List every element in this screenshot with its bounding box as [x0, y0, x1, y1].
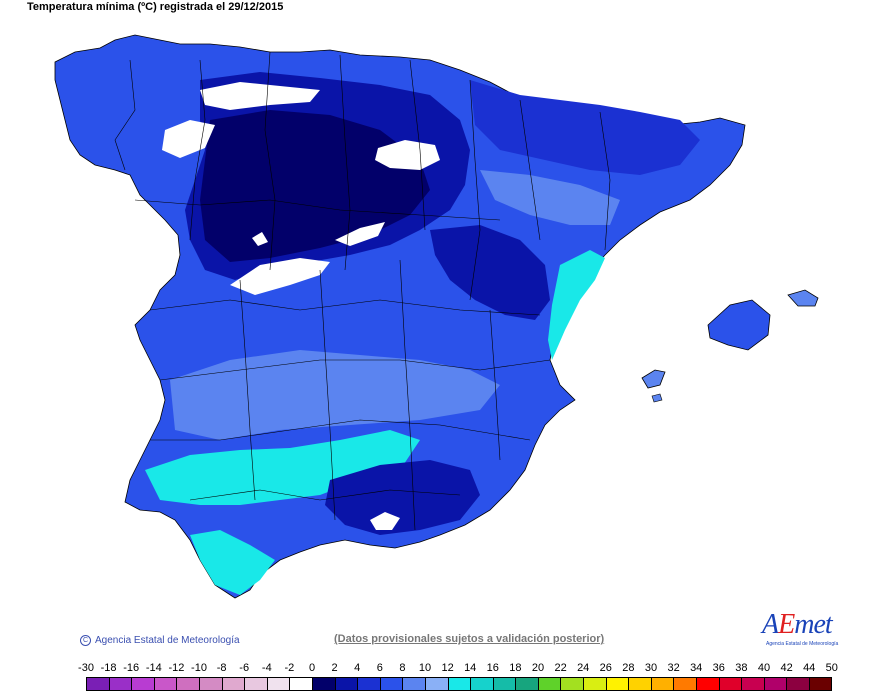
copyright-notice: C Agencia Estatal de Meteorología	[80, 635, 240, 646]
ebro-valley-mild-zone	[480, 170, 620, 225]
legend-tick-label: 28	[622, 662, 635, 674]
copyright-text: Agencia Estatal de Meteorología	[95, 635, 240, 647]
valencia-coast-warm-zone	[548, 250, 605, 360]
ibiza-island	[641, 369, 666, 389]
aemet-logo-subtitle: Agencia Estatal de Meteorología	[766, 641, 839, 647]
legend-tick-label: 30	[644, 662, 658, 674]
legend-tick-labels: -30 -18 -16 -14 -12 -10 -8 -6 -4 -2 0 2 4 6 8 10 12 14 16 1…	[78, 662, 856, 676]
legend-swatch	[176, 677, 199, 691]
cantabrian-snow-patch	[200, 82, 320, 110]
leon-snow-patch	[162, 120, 215, 158]
legend-tick-label: -8	[216, 662, 227, 674]
provisional-data-notice: (Datos provisionales sujetos a validació…	[334, 633, 605, 645]
legend-tick-label: -4	[261, 662, 272, 674]
aemet-logo: AEmet	[762, 609, 833, 640]
legend-tick-label: 36	[712, 662, 725, 674]
menorca-island	[787, 289, 819, 307]
mallorca-island	[707, 299, 771, 351]
legend-swatch	[628, 677, 651, 691]
legend-tick-label: 2	[331, 662, 338, 674]
legend-tick-label: -16	[123, 662, 140, 674]
legend-swatch	[221, 677, 245, 691]
gredos-snow-patch	[252, 232, 268, 246]
legend-swatch	[696, 677, 719, 691]
legend-swatch	[244, 677, 267, 691]
southwest-coast-warm-zone	[190, 530, 275, 595]
legend-color-bar	[86, 677, 832, 691]
legend-tick-label: 40	[757, 662, 771, 674]
legend-swatch	[605, 677, 629, 691]
legend-swatch	[718, 677, 742, 691]
legend-tick-label: -14	[145, 662, 162, 674]
legend-tick-label: 42	[780, 662, 793, 674]
legend-swatch	[650, 677, 674, 691]
legend-swatch	[583, 677, 606, 691]
southern-plateau-mild-zone	[170, 350, 500, 440]
legend-tick-label: 24	[577, 662, 590, 674]
legend-tick-label: 22	[554, 662, 567, 674]
legend-tick-label: 8	[399, 662, 406, 674]
copyright-icon: C	[80, 635, 91, 646]
legend-tick-label: 26	[599, 662, 612, 674]
legend-tick-label: -10	[191, 662, 207, 674]
legend-tick-label: 0	[308, 662, 316, 674]
sistema-central-snow-patch	[230, 258, 330, 295]
legend-swatch	[470, 677, 493, 691]
legend-tick-label: 38	[735, 662, 748, 674]
legend-tick-label: 20	[531, 662, 545, 674]
guadalquivir-valley-warm-zone	[145, 430, 420, 505]
legend-swatch	[379, 677, 403, 691]
legend-tick-label: 4	[354, 662, 361, 674]
legend-swatch	[131, 677, 154, 691]
legend-swatch	[515, 677, 538, 691]
legend-tick-label: -6	[239, 662, 250, 674]
legend-swatch	[447, 677, 471, 691]
legend-swatch	[86, 677, 109, 691]
legend-tick-label: 18	[509, 662, 522, 674]
legend-tick-label: -18	[100, 662, 117, 674]
legend-swatch	[809, 677, 832, 691]
map-title: Temperatura mínima (ºC) registrada el 29…	[27, 1, 284, 13]
darkest-cold-core	[200, 110, 430, 262]
legend-swatch	[402, 677, 425, 691]
legend-swatch	[560, 677, 584, 691]
legend-swatch	[786, 677, 809, 691]
legend-swatch	[537, 677, 561, 691]
legend-swatch	[198, 677, 222, 691]
legend-tick-label: 44	[803, 662, 816, 674]
burgos-snow-patch	[375, 140, 440, 170]
legend-tick-label: 16	[486, 662, 499, 674]
formentera-island	[651, 393, 663, 403]
legend-tick-label: 12	[441, 662, 454, 674]
legend-tick-label: 10	[418, 662, 432, 674]
legend-tick-label: 32	[667, 662, 680, 674]
legend-swatch	[763, 677, 787, 691]
sierra-nevada-snow-patch	[370, 512, 400, 530]
legend-swatch	[673, 677, 697, 691]
legend-swatch	[153, 677, 177, 691]
legend-swatch	[289, 677, 312, 691]
legend-swatch	[357, 677, 380, 691]
legend-swatch	[334, 677, 358, 691]
legend-swatch	[492, 677, 516, 691]
legend-swatch	[311, 677, 335, 691]
legend-tick-label: 34	[690, 662, 703, 674]
iberian-system-cold-zone	[430, 225, 550, 320]
legend-swatch	[741, 677, 764, 691]
legend-swatch	[108, 677, 132, 691]
legend-swatch	[266, 677, 290, 691]
legend-tick-label: -30	[78, 662, 94, 674]
temperature-legend: -30 -18 -16 -14 -12 -10 -8 -6 -4 -2 0 2 4 6 8 10 12 14 16 1…	[78, 662, 856, 694]
province-borders	[114, 51, 611, 531]
legend-tick-label: -2	[284, 662, 295, 674]
legend-tick-label: 6	[376, 662, 383, 674]
legend-tick-label: 50	[825, 662, 838, 674]
legend-tick-label: 14	[464, 662, 477, 674]
legend-swatch	[424, 677, 448, 691]
legend-tick-label: -12	[168, 662, 185, 674]
betic-cordillera-cold-zone	[325, 460, 480, 535]
